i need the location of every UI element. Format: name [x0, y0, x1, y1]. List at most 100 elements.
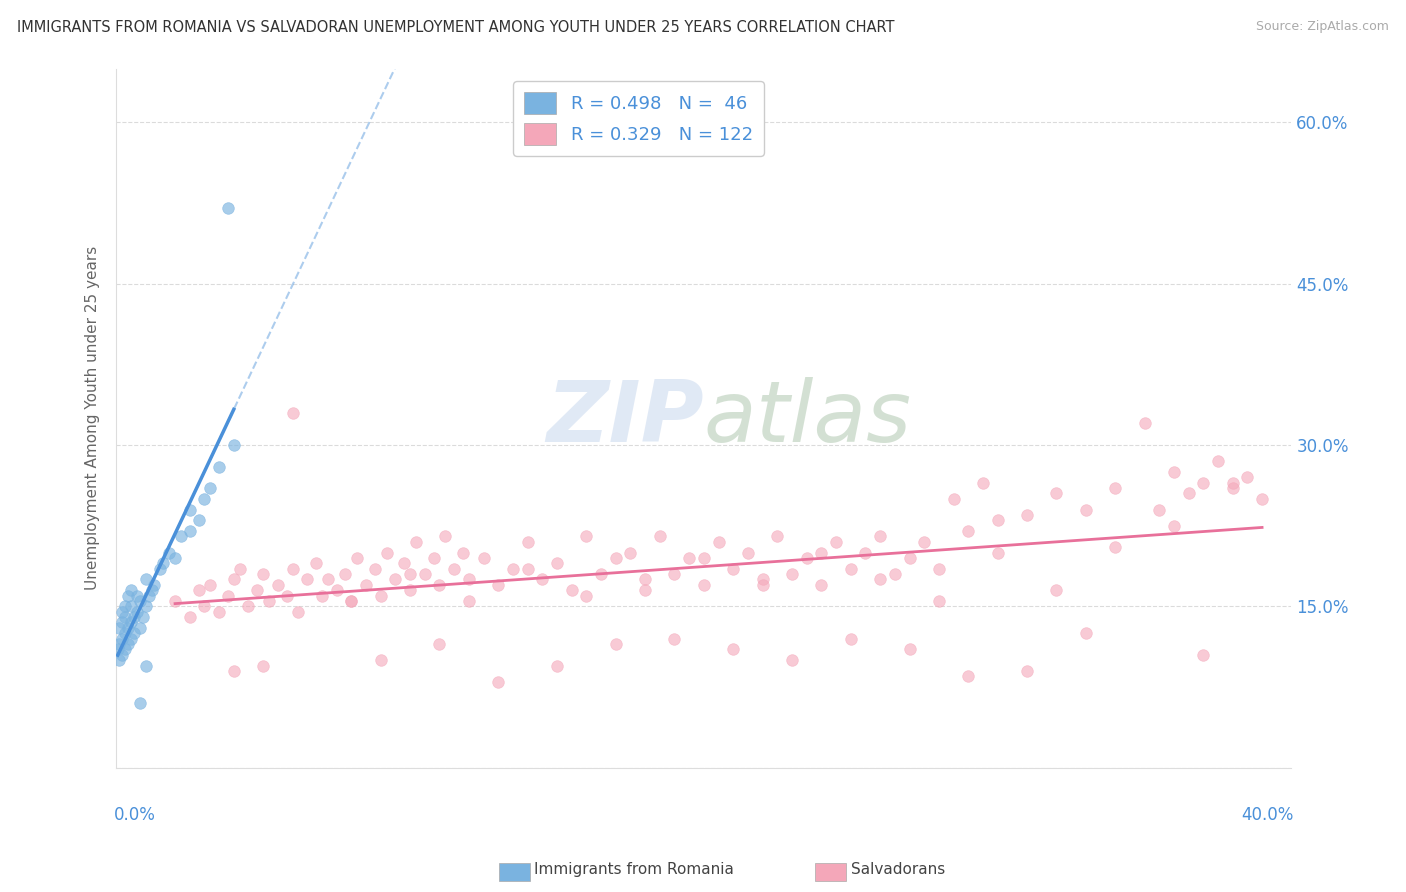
- Point: [855, 545, 877, 559]
- Point: [1192, 475, 1215, 490]
- Point: [589, 567, 612, 582]
- Point: [619, 545, 641, 559]
- Point: [340, 594, 363, 608]
- Point: [132, 610, 155, 624]
- Point: [825, 534, 848, 549]
- Point: [114, 610, 136, 624]
- Point: [370, 589, 392, 603]
- Point: [531, 573, 554, 587]
- Point: [252, 567, 274, 582]
- Point: [108, 637, 131, 651]
- Point: [1104, 481, 1126, 495]
- Text: Source: ZipAtlas.com: Source: ZipAtlas.com: [1256, 20, 1389, 33]
- Point: [987, 545, 1010, 559]
- Point: [384, 573, 406, 587]
- Point: [128, 621, 150, 635]
- Point: [751, 578, 773, 592]
- Point: [128, 696, 150, 710]
- Point: [883, 567, 905, 582]
- Point: [187, 513, 209, 527]
- Point: [125, 605, 148, 619]
- Point: [325, 583, 347, 598]
- Point: [281, 406, 304, 420]
- Point: [375, 545, 398, 559]
- Point: [354, 578, 377, 592]
- Point: [1222, 481, 1244, 495]
- Point: [1015, 508, 1038, 522]
- Point: [370, 653, 392, 667]
- Legend: R = 0.498   N =  46, R = 0.329   N = 122: R = 0.498 N = 46, R = 0.329 N = 122: [513, 81, 763, 156]
- Point: [208, 459, 231, 474]
- Point: [1074, 502, 1097, 516]
- Point: [869, 573, 891, 587]
- Point: [1206, 454, 1229, 468]
- Text: atlas: atlas: [704, 376, 912, 459]
- Point: [143, 578, 166, 592]
- Point: [972, 475, 994, 490]
- Point: [472, 551, 495, 566]
- Point: [605, 637, 627, 651]
- Point: [135, 573, 157, 587]
- Point: [228, 562, 250, 576]
- Point: [1149, 502, 1171, 516]
- Point: [693, 551, 716, 566]
- Point: [135, 599, 157, 614]
- Point: [364, 562, 387, 576]
- Point: [443, 562, 465, 576]
- Point: [502, 562, 524, 576]
- Point: [238, 599, 260, 614]
- Text: 0.0%: 0.0%: [114, 806, 156, 824]
- Point: [1074, 626, 1097, 640]
- Point: [648, 529, 671, 543]
- Point: [138, 589, 160, 603]
- Point: [987, 513, 1010, 527]
- Point: [108, 653, 131, 667]
- Point: [117, 589, 139, 603]
- Y-axis label: Unemployment Among Youth under 25 years: Unemployment Among Youth under 25 years: [86, 246, 100, 591]
- Point: [281, 562, 304, 576]
- Point: [114, 599, 136, 614]
- Point: [187, 583, 209, 598]
- Point: [108, 621, 131, 635]
- Point: [422, 551, 444, 566]
- Point: [170, 529, 193, 543]
- Point: [486, 674, 509, 689]
- Point: [287, 605, 309, 619]
- Point: [575, 529, 598, 543]
- Point: [457, 573, 479, 587]
- Point: [111, 632, 134, 646]
- Point: [246, 583, 269, 598]
- Point: [316, 573, 339, 587]
- Point: [1163, 518, 1185, 533]
- Point: [664, 632, 686, 646]
- Point: [575, 589, 598, 603]
- Text: Immigrants from Romania: Immigrants from Romania: [534, 863, 734, 877]
- Text: Salvadorans: Salvadorans: [851, 863, 945, 877]
- Point: [561, 583, 583, 598]
- Point: [114, 642, 136, 657]
- Point: [179, 502, 201, 516]
- Point: [1163, 465, 1185, 479]
- Point: [434, 529, 457, 543]
- Point: [120, 583, 142, 598]
- Point: [429, 637, 451, 651]
- Point: [928, 562, 950, 576]
- Point: [413, 567, 436, 582]
- Point: [179, 524, 201, 538]
- Point: [217, 589, 239, 603]
- Point: [111, 615, 134, 630]
- Point: [429, 578, 451, 592]
- Point: [942, 491, 965, 506]
- Point: [200, 578, 222, 592]
- Point: [810, 578, 832, 592]
- Point: [276, 589, 298, 603]
- Point: [1251, 491, 1274, 506]
- Point: [257, 594, 280, 608]
- Point: [1045, 583, 1067, 598]
- Point: [128, 594, 150, 608]
- Point: [125, 589, 148, 603]
- Point: [297, 573, 319, 587]
- Point: [928, 594, 950, 608]
- Point: [516, 562, 538, 576]
- Point: [399, 583, 422, 598]
